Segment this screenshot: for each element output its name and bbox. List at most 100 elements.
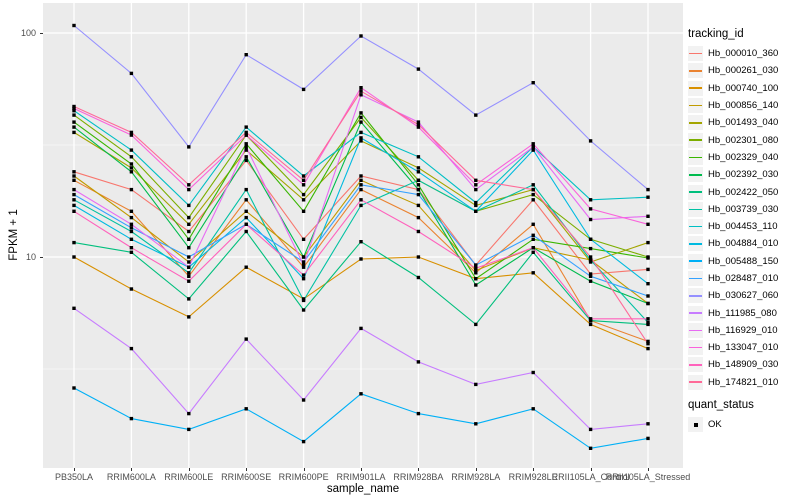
data-point xyxy=(588,260,593,264)
legend-item-label: Hb_000740_100 xyxy=(708,82,779,94)
data-point xyxy=(474,200,478,205)
data-point xyxy=(187,145,191,149)
data-point xyxy=(531,250,535,254)
data-point xyxy=(531,198,535,202)
data-point xyxy=(359,240,363,244)
data-point xyxy=(588,255,593,259)
data-point xyxy=(531,183,535,187)
line-swatch-icon xyxy=(689,139,702,141)
legend-item-label: Hb_030627_060 xyxy=(708,290,779,302)
data-point xyxy=(416,178,421,182)
data-point xyxy=(129,209,134,213)
data-point xyxy=(359,203,363,208)
data-point xyxy=(301,174,306,178)
data-point xyxy=(72,23,76,28)
data-point xyxy=(72,106,76,111)
legend-key-Hb_000740_100 xyxy=(688,80,703,96)
data-point xyxy=(359,136,363,140)
data-point xyxy=(72,125,76,129)
legend-item-label: Hb_111985_080 xyxy=(708,307,777,319)
legend-key-Hb_000261_030 xyxy=(688,63,703,79)
data-point xyxy=(416,120,421,124)
data-point xyxy=(531,148,535,152)
legend-key-Hb_000856_140 xyxy=(688,98,703,114)
data-point xyxy=(244,158,248,163)
data-point xyxy=(129,250,134,254)
x-tick-mark xyxy=(74,468,75,471)
data-point xyxy=(129,133,134,137)
x-tick-label-PB350LA: PB350LA xyxy=(54,472,94,482)
data-point xyxy=(416,229,421,234)
data-point xyxy=(531,407,535,411)
data-point xyxy=(187,183,191,187)
data-point xyxy=(588,258,593,262)
data-point xyxy=(72,120,76,124)
line-swatch-icon xyxy=(689,87,702,90)
data-point xyxy=(129,71,134,76)
plot-canvas xyxy=(43,3,683,468)
data-point xyxy=(416,411,421,416)
line-swatch-icon xyxy=(689,294,702,297)
data-point xyxy=(359,86,363,90)
legend-item-label: OK xyxy=(708,419,722,431)
data-point xyxy=(588,139,593,143)
data-point xyxy=(244,229,248,234)
data-point xyxy=(646,214,650,218)
data-point xyxy=(72,209,76,213)
data-point xyxy=(359,392,363,396)
data-point xyxy=(588,246,593,251)
data-point xyxy=(187,237,191,241)
legend-item-label: Hb_174821_010 xyxy=(708,376,779,388)
data-point xyxy=(301,439,306,444)
data-point xyxy=(301,265,306,269)
data-point xyxy=(244,145,248,149)
data-point xyxy=(244,209,248,213)
data-point xyxy=(646,187,650,192)
x-axis-title: sample_name xyxy=(326,483,400,495)
data-point xyxy=(474,266,478,270)
data-point xyxy=(359,198,363,202)
data-point xyxy=(416,166,421,170)
data-point xyxy=(187,427,191,432)
legend-item-label: Hb_002329_040 xyxy=(708,151,779,163)
data-point xyxy=(187,265,191,269)
data-point xyxy=(646,267,650,272)
data-point xyxy=(129,170,134,174)
data-point xyxy=(72,174,76,178)
data-point xyxy=(129,226,134,230)
x-tick-label-RRIM600PE: RRIM600PE xyxy=(278,472,329,482)
data-point xyxy=(474,113,478,117)
data-point xyxy=(72,192,76,197)
data-point xyxy=(187,271,191,275)
data-point xyxy=(129,155,134,159)
data-point xyxy=(359,174,363,178)
data-point xyxy=(474,268,478,273)
legend-key-Hb_000010_360 xyxy=(688,46,703,62)
x-tick-label-RRIM928LA: RRIM928LA xyxy=(451,472,501,482)
data-point xyxy=(301,183,306,187)
legend-item-label: Hb_004884_010 xyxy=(708,238,779,250)
data-point xyxy=(72,187,76,192)
data-point xyxy=(72,170,76,174)
data-point xyxy=(474,187,478,192)
legend-key-Hb_133047_010 xyxy=(688,340,703,356)
legend-item-Hb_001493_040: Hb_001493_040 xyxy=(688,114,798,131)
legend-item-label: Hb_002301_080 xyxy=(708,134,779,146)
legend-key-Hb_003739_030 xyxy=(688,201,703,217)
legend-tracking-title: tracking_id xyxy=(688,28,744,40)
legend-key-Hb_111985_080 xyxy=(688,305,703,321)
data-point xyxy=(244,265,248,269)
legend-item-Hb_002392_030: Hb_002392_030 xyxy=(688,166,798,183)
legend-key-Hb_148909_030 xyxy=(688,357,703,373)
legend-item-Hb_002422_050: Hb_002422_050 xyxy=(688,183,798,200)
line-swatch-icon xyxy=(689,191,702,193)
data-point xyxy=(531,237,535,241)
data-point xyxy=(416,170,421,174)
x-tick-mark xyxy=(418,468,420,471)
legend-item-Hb_004884_010: Hb_004884_010 xyxy=(688,235,798,252)
data-point xyxy=(646,339,650,344)
data-point xyxy=(72,113,76,117)
data-point xyxy=(359,120,363,124)
legend-item-Hb_002301_080: Hb_002301_080 xyxy=(688,131,798,148)
line-swatch-icon xyxy=(689,243,702,245)
